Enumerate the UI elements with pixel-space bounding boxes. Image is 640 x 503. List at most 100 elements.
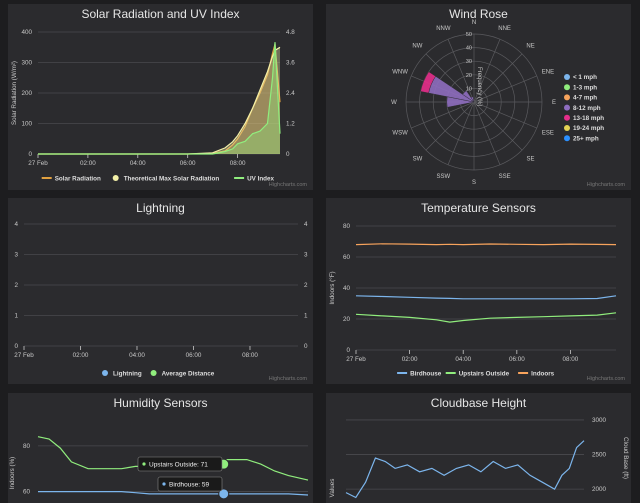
ring-label: 30	[466, 59, 472, 65]
direction-label: WSW	[392, 131, 408, 137]
x-tick-label: 02:00	[402, 356, 418, 363]
direction-label: ENE	[542, 69, 554, 75]
wind-rose-panel: Wind Rose N NNE NE ENE E ESE SE SSE S SSW SW WSW W WNW…	[326, 4, 631, 190]
x-tick-label: 27 Feb	[14, 352, 34, 359]
x-tick-label: 04:00	[130, 160, 146, 167]
legend-symbol	[564, 74, 570, 80]
legend-item: 25+ mph	[573, 135, 599, 142]
y-tick-label: 4	[14, 221, 18, 228]
y-tick-label: 200	[21, 90, 32, 97]
chart-title: Lightning	[136, 201, 185, 215]
legend-symbol	[564, 84, 570, 91]
y2-tick-label: 3.6	[286, 60, 295, 67]
legend-item: Indoors	[531, 371, 555, 378]
polar-spoke	[411, 101, 475, 129]
chart-title: Cloudbase Height	[431, 396, 527, 410]
rose-sector	[462, 90, 475, 103]
y2-axis-label: Cloud Base (ft)	[622, 437, 629, 479]
y-axis-label: Indoors (°F)	[328, 271, 336, 304]
x-tick-label: 06:00	[509, 356, 525, 363]
cloudbase-panel: Cloudbase Height 2000 2500 3000 Values Cloud …	[326, 393, 631, 503]
series-area	[38, 44, 280, 155]
legend-item: 4-7 mph	[573, 95, 597, 102]
y2-tick-label: 2.4	[286, 90, 295, 97]
series-area	[38, 42, 280, 155]
direction-label: NNE	[498, 26, 511, 32]
y-tick-label: 0	[346, 347, 350, 354]
y-tick-label: 300	[21, 60, 32, 67]
solar-uv-panel: Solar Radiation and UV Index 0 100 200 300 40…	[8, 4, 313, 190]
direction-label: SSE	[499, 174, 511, 180]
x-tick-label: 08:00	[242, 352, 258, 359]
legend-symbol	[564, 125, 570, 131]
y2-tick-label: 3000	[592, 417, 607, 424]
series-line	[355, 312, 617, 323]
legend-item: 1-3 mph	[573, 84, 597, 91]
y-tick-label: 80	[343, 223, 351, 230]
direction-label: SE	[527, 157, 535, 163]
x-tick-label: 08:00	[563, 356, 579, 363]
polar-spoke	[473, 53, 523, 103]
rose-sector	[470, 96, 475, 103]
legend-symbol	[112, 175, 119, 181]
chart-title: Solar Radiation and UV Index	[81, 7, 239, 21]
y-tick-label: 20	[343, 316, 351, 323]
ring-label: 10	[466, 86, 472, 92]
tooltip-text: Birdhouse: 59	[169, 482, 209, 489]
chart-title: Temperature Sensors	[421, 201, 536, 215]
cloudbase-chart: Cloudbase Height 2000 2500 3000 Values Cloud …	[329, 396, 629, 499]
legend-item: Birdhouse	[410, 371, 442, 378]
tooltip-box	[137, 456, 223, 472]
humidity-panel: Humidity Sensors 80 60 Indoors (%) Upstairs …	[8, 393, 313, 503]
legend-item: Upstairs Outside	[459, 371, 510, 378]
lightning-panel: Lightning 0 1 2 3 4 0 1 2 3 4 27 Feb 02:00 04:00 06:00…	[8, 198, 313, 384]
direction-label: SSW	[437, 174, 451, 180]
ring-label: 50	[466, 32, 472, 38]
y2-tick-label: 1	[304, 313, 308, 320]
y-axis-label: Indoors (%)	[9, 457, 16, 490]
legend-item: UV Index	[247, 176, 274, 183]
legend-item: 19-24 mph	[573, 125, 604, 132]
x-tick-label: 02:00	[73, 352, 89, 359]
x-tick-label: 06:00	[186, 352, 202, 359]
direction-label: NE	[526, 43, 534, 49]
direction-label: NNW	[436, 26, 451, 32]
tooltip-dot	[162, 482, 166, 486]
y-tick-label: 40	[343, 285, 351, 292]
tooltip-box	[157, 476, 223, 492]
temperature-panel: Temperature Sensors 0 20 40 60 80 27 Feb 02:00 0…	[326, 198, 631, 384]
credit-label: Highcharts.com	[587, 376, 626, 382]
polar-spoke	[473, 39, 501, 103]
x-tick-label: 08:00	[230, 160, 246, 167]
tooltip-text: Upstairs Outside: 71	[149, 462, 208, 469]
direction-label: E	[552, 100, 556, 106]
humidity-chart: Humidity Sensors 80 60 Indoors (%) Upstairs …	[9, 396, 309, 500]
legend-item: 8-12 mph	[573, 105, 601, 112]
ring-label: 40	[466, 46, 472, 52]
tooltip-dot	[142, 462, 146, 466]
rose-sector	[420, 71, 436, 94]
credit-label: Highcharts.com	[587, 182, 626, 188]
y-tick-label: 60	[343, 254, 351, 261]
legend-item: Solar Radiation	[55, 176, 101, 183]
y2-tick-label: 1.2	[286, 121, 295, 128]
direction-label: NW	[412, 43, 422, 49]
legend-symbol	[564, 114, 570, 121]
legend-symbol	[102, 370, 108, 376]
lightning-chart: Lightning 0 1 2 3 4 0 1 2 3 4 27 Feb 02:00 04:00 06:00…	[14, 201, 308, 382]
legend-item: 13-18 mph	[573, 115, 604, 122]
credit-label: Highcharts.com	[269, 376, 308, 382]
x-tick-label: 27 Feb	[28, 160, 48, 167]
polar-spoke	[447, 101, 475, 165]
legend-symbol	[564, 135, 570, 142]
polar-spoke	[473, 101, 501, 165]
chart-title: Wind Rose	[449, 7, 508, 21]
polar-spoke	[473, 101, 523, 151]
legend-item: < 1 mph	[573, 74, 597, 81]
legend-symbol	[564, 94, 570, 101]
solar-uv-chart: Solar Radiation and UV Index 0 100 200 300 40…	[11, 7, 307, 188]
y-tick-label: 2	[14, 282, 18, 289]
y2-tick-label: 3	[304, 252, 308, 259]
legend-symbol	[564, 104, 570, 111]
